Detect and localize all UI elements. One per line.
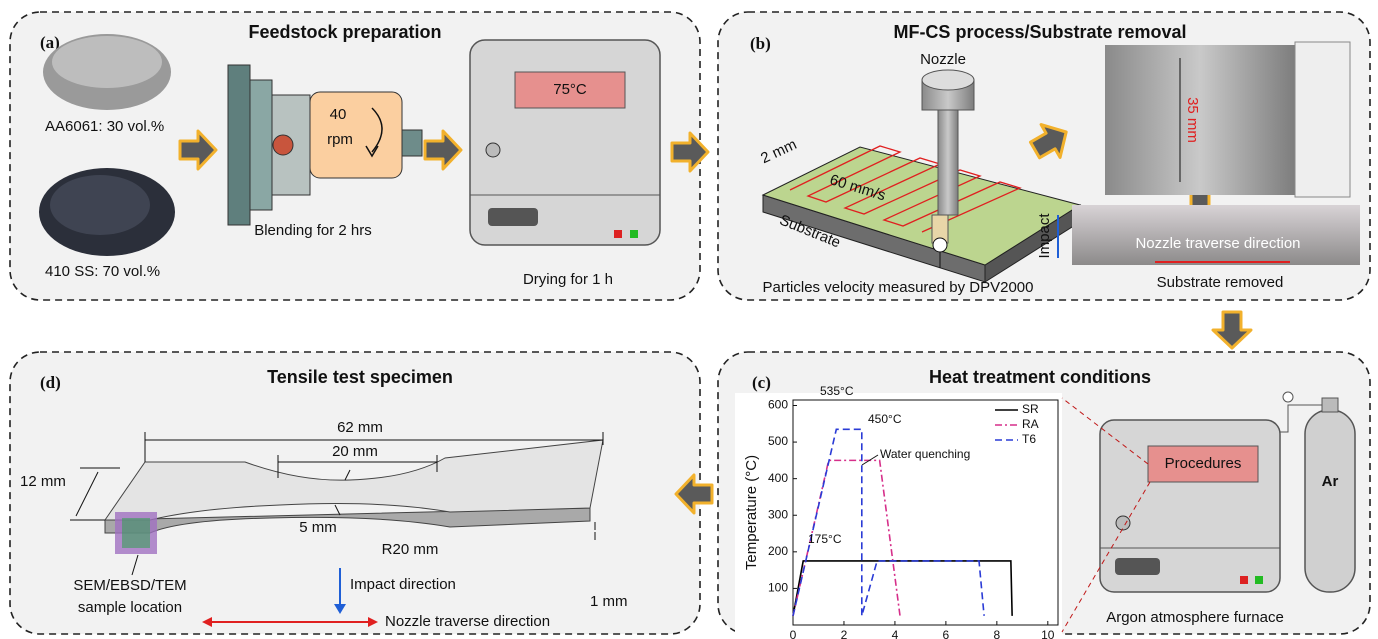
annotation: 535°C <box>820 384 854 398</box>
procedures: Procedures <box>1165 455 1242 472</box>
led <box>1255 576 1263 584</box>
annotation: 175°C <box>808 532 842 546</box>
x-tick-label: 4 <box>892 628 899 639</box>
panel-label: (b) <box>750 34 771 53</box>
y-tick-label: 600 <box>768 398 788 412</box>
dimension: 1 mm <box>590 593 628 610</box>
nozzle <box>938 110 958 215</box>
led <box>1240 576 1248 584</box>
caption: Particles velocity measured by DPV2000 <box>763 279 1034 296</box>
x-tick-label: 6 <box>943 628 950 639</box>
y-tick-label: 300 <box>768 507 788 521</box>
shape <box>273 135 293 155</box>
panel-title: Tensile test specimen <box>267 367 453 387</box>
powder-label: AA6061: 30 vol.% <box>45 118 164 135</box>
valve <box>1283 392 1293 402</box>
nozzle-label: Nozzle <box>920 51 966 68</box>
y-tick-label: 200 <box>768 544 788 558</box>
powder-label: 410 SS: 70 vol.% <box>45 263 160 280</box>
shape <box>228 65 250 225</box>
nozzle <box>922 70 974 90</box>
dimension: 62 mm <box>337 419 383 436</box>
caption: Drying for 1 h <box>523 271 613 288</box>
rotation-box <box>310 92 402 178</box>
sensor <box>933 238 947 252</box>
height-label: 35 mm <box>1184 97 1201 143</box>
shape <box>250 80 272 210</box>
location-label: sample location <box>78 599 182 616</box>
knob <box>486 143 500 157</box>
traverse-label: Nozzle traverse direction <box>1135 235 1300 252</box>
shape <box>402 130 422 156</box>
panel-title: MF-CS process/Substrate removal <box>893 22 1186 42</box>
furnace-slot <box>1115 558 1160 575</box>
caption: Blending for 2 hrs <box>254 222 372 239</box>
temperature: 75°C <box>553 81 587 98</box>
x-tick-label: 10 <box>1041 628 1055 639</box>
x-tick-label: 0 <box>790 628 797 639</box>
legend-label: SR <box>1022 402 1039 416</box>
gas-cylinder <box>1322 398 1338 412</box>
dimension: 20 mm <box>332 443 378 460</box>
led <box>630 230 638 238</box>
panel-title: Heat treatment conditions <box>929 367 1151 387</box>
annotation: Water quenching <box>880 447 970 461</box>
panel-label: (d) <box>40 373 61 392</box>
location-label: SEM/EBSD/TEM <box>73 577 186 594</box>
caption: Argon atmosphere furnace <box>1106 609 1284 626</box>
speed-unit: rpm <box>327 131 353 148</box>
sample-location <box>122 518 150 548</box>
x-tick-label: 8 <box>994 628 1001 639</box>
gas-label: Ar <box>1322 473 1339 490</box>
figure: (a) Feedstock preparation AA6061: 30 vol… <box>0 0 1378 639</box>
flow-arrow <box>1213 312 1251 348</box>
traverse-label: Nozzle traverse direction <box>385 613 550 630</box>
dimension: R20 mm <box>382 541 439 558</box>
impact-label: Impact <box>1036 213 1053 259</box>
powder-image <box>50 175 150 235</box>
gas-cylinder <box>1305 410 1355 592</box>
caption: Substrate removed <box>1157 274 1284 291</box>
x-tick-label: 2 <box>841 628 848 639</box>
powder-image <box>52 36 162 88</box>
y-axis-label: Temperature (°C) <box>743 455 760 570</box>
panel-title: Feedstock preparation <box>248 22 441 42</box>
knob <box>1116 516 1130 530</box>
y-tick-label: 500 <box>768 434 788 448</box>
panel-label: (c) <box>752 373 771 392</box>
speed-value: 40 <box>330 106 347 123</box>
led <box>614 230 622 238</box>
annotation: 450°C <box>868 412 902 426</box>
dimension: 5 mm <box>299 519 337 536</box>
dimension: 12 mm <box>20 473 66 490</box>
impact-label: Impact direction <box>350 576 456 593</box>
legend-label: T6 <box>1022 432 1036 446</box>
legend-label: RA <box>1022 417 1039 431</box>
y-tick-label: 100 <box>768 581 788 595</box>
y-tick-label: 400 <box>768 471 788 485</box>
ruler <box>1295 42 1350 197</box>
oven-slot <box>488 208 538 226</box>
